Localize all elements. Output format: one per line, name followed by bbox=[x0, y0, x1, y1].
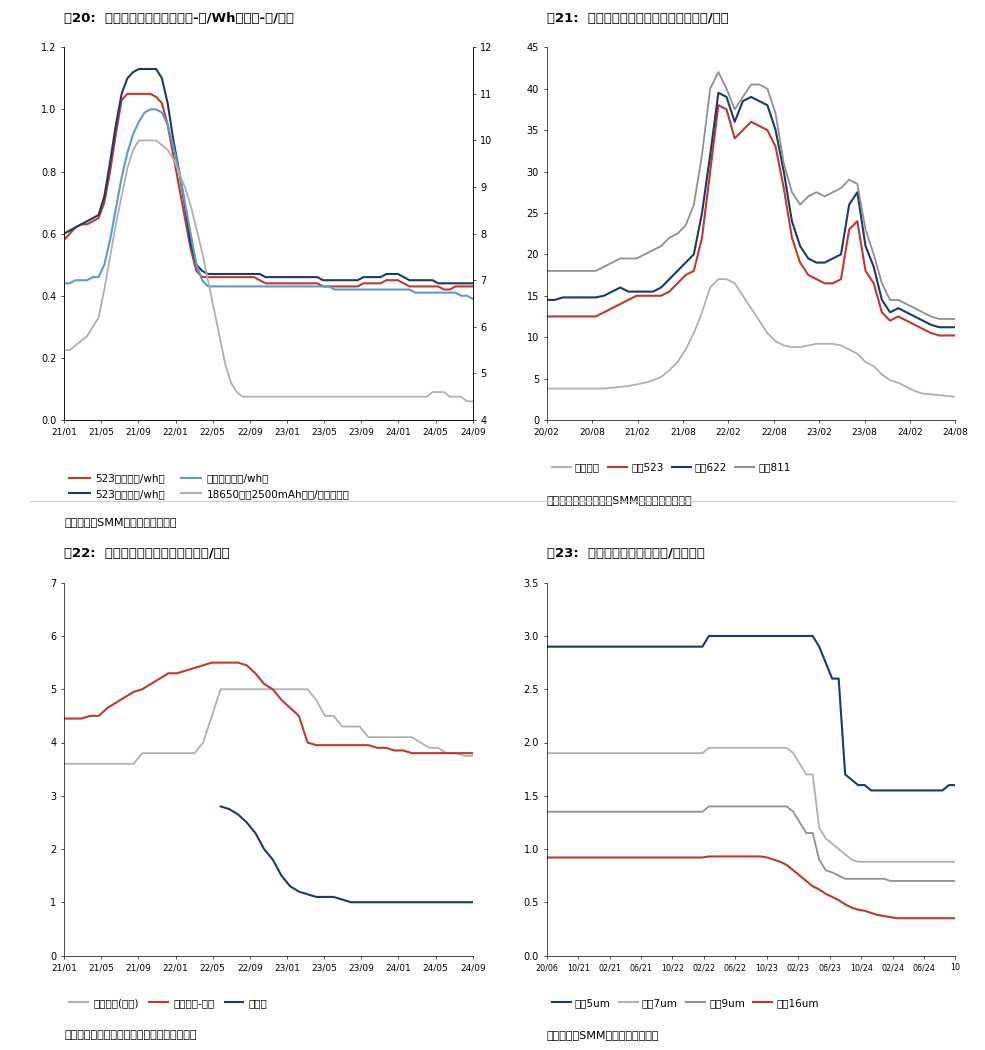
Text: 数据来源：鑫椤资讯、SMM，东吴证券研究所: 数据来源：鑫椤资讯、SMM，东吴证券研究所 bbox=[547, 495, 692, 505]
Legend: 天然石墨(中端), 人造负极-百川, 石墨化: 天然石墨(中端), 人造负极-百川, 石墨化 bbox=[69, 998, 268, 1008]
Legend: 523方形（元/wh）, 523软包（元/wh）, 方形铁锂（元/wh）, 18650圆柱2500mAh（元/支，右轴）: 523方形（元/wh）, 523软包（元/wh）, 方形铁锂（元/wh）, 18… bbox=[69, 474, 350, 499]
Text: 图21:  部分电池正极材料价格走势（万元/吨）: 图21: 部分电池正极材料价格走势（万元/吨） bbox=[547, 12, 729, 25]
Text: 图20:  部分电芯价格走势（左轴-元/Wh、右轴-元/支）: 图20: 部分电芯价格走势（左轴-元/Wh、右轴-元/支） bbox=[64, 12, 295, 25]
Legend: 磷酸铁锂, 三元523, 三元622, 三元811: 磷酸铁锂, 三元523, 三元622, 三元811 bbox=[552, 462, 791, 472]
Text: 数据来源：SMM，东吴证券研究所: 数据来源：SMM，东吴证券研究所 bbox=[64, 517, 176, 527]
Text: 图22:  电池负极材料价格走势（万元/吨）: 图22: 电池负极材料价格走势（万元/吨） bbox=[64, 547, 230, 561]
Text: 数据来源：SMM，东吴证券研究所: 数据来源：SMM，东吴证券研究所 bbox=[547, 1030, 659, 1041]
Legend: 湿法5um, 湿法7um, 湿法9um, 干法16um: 湿法5um, 湿法7um, 湿法9um, 干法16um bbox=[552, 998, 819, 1008]
Text: 数据来源：鑫椤资讯、百川，东吴证券研究所: 数据来源：鑫椤资讯、百川，东吴证券研究所 bbox=[64, 1030, 197, 1041]
Text: 图23:  部分隔膜价格走势（元/平方米）: 图23: 部分隔膜价格走势（元/平方米） bbox=[547, 547, 704, 561]
